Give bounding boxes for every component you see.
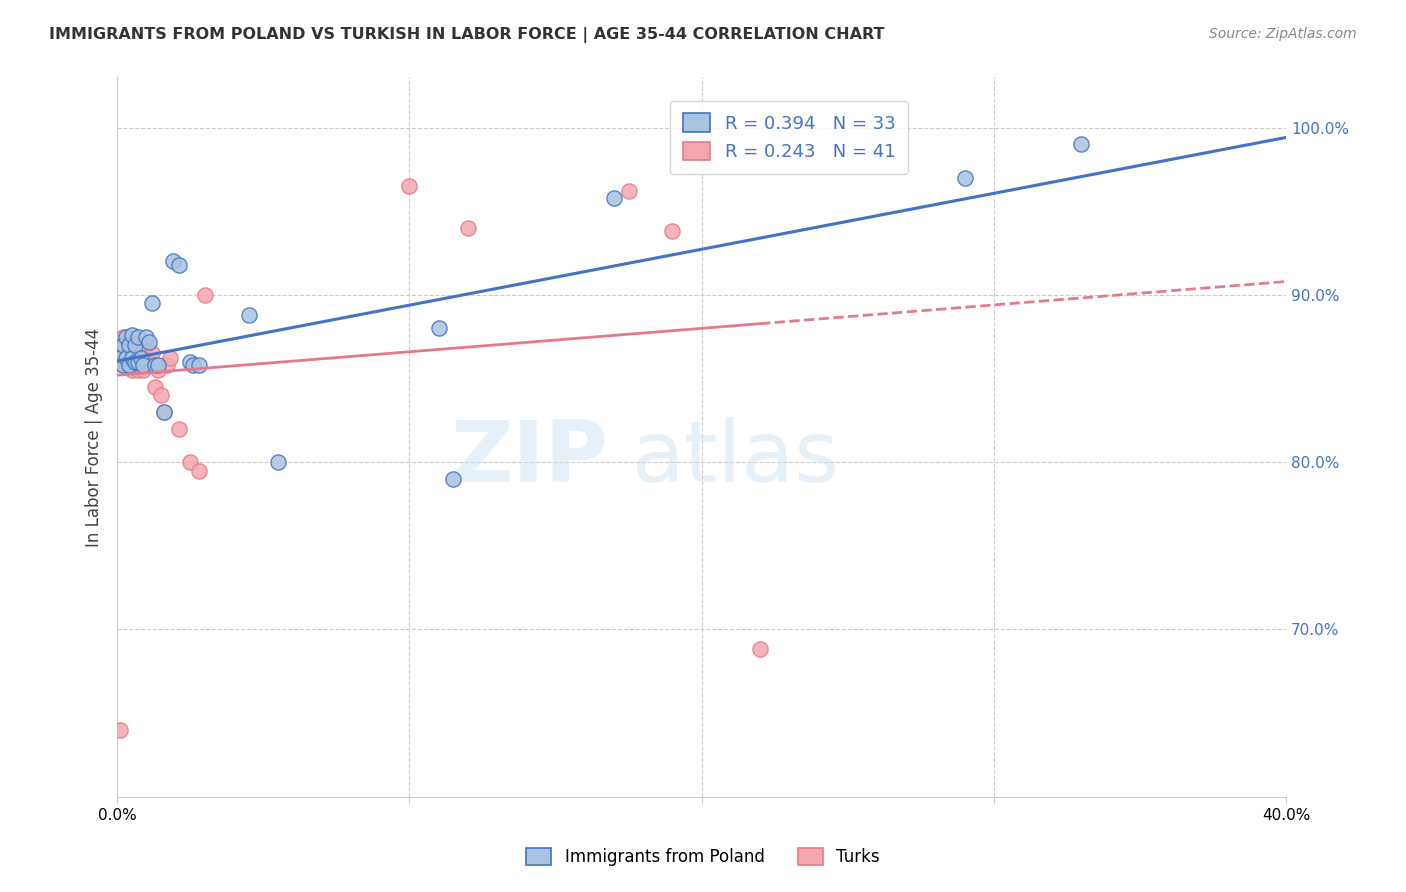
Point — [121, 328, 143, 343]
Point — [121, 338, 143, 352]
Point — [661, 224, 683, 238]
Point — [124, 338, 146, 352]
Text: Source: ZipAtlas.com: Source: ZipAtlas.com — [1209, 27, 1357, 41]
Point — [953, 170, 976, 185]
Point — [143, 380, 166, 394]
Point — [124, 346, 146, 360]
Point — [124, 355, 146, 369]
Point — [167, 258, 190, 272]
Legend: R = 0.394   N = 33, R = 0.243   N = 41: R = 0.394 N = 33, R = 0.243 N = 41 — [671, 101, 908, 174]
Point — [153, 405, 176, 419]
Point — [121, 351, 143, 366]
Point — [118, 346, 141, 360]
Point — [603, 191, 626, 205]
Text: atlas: atlas — [631, 417, 839, 500]
Point — [617, 184, 640, 198]
Point — [129, 358, 152, 372]
Point — [398, 179, 420, 194]
Point — [108, 723, 131, 737]
Point — [115, 351, 138, 366]
Point — [179, 355, 201, 369]
Point — [112, 329, 135, 343]
Point — [138, 358, 160, 372]
Point — [749, 642, 772, 657]
Point — [146, 358, 169, 372]
Point — [132, 358, 155, 372]
Point — [150, 388, 173, 402]
Point — [162, 254, 184, 268]
Legend: Immigrants from Poland, Turks: Immigrants from Poland, Turks — [517, 840, 889, 875]
Point — [1070, 137, 1092, 152]
Point — [153, 405, 176, 419]
Point — [179, 455, 201, 469]
Point — [115, 338, 138, 352]
Point — [121, 351, 143, 366]
Point — [127, 355, 149, 369]
Point — [118, 358, 141, 372]
Point — [132, 351, 155, 366]
Point — [135, 329, 157, 343]
Point — [108, 351, 131, 366]
Point — [156, 358, 179, 372]
Point — [121, 363, 143, 377]
Point — [159, 351, 181, 366]
Text: IMMIGRANTS FROM POLAND VS TURKISH IN LABOR FORCE | AGE 35-44 CORRELATION CHART: IMMIGRANTS FROM POLAND VS TURKISH IN LAB… — [49, 27, 884, 43]
Point — [118, 355, 141, 369]
Point — [146, 363, 169, 377]
Point — [127, 363, 149, 377]
Point — [457, 221, 479, 235]
Point — [141, 346, 163, 360]
Text: ZIP: ZIP — [450, 417, 607, 500]
Point — [138, 334, 160, 349]
Point — [441, 472, 464, 486]
Point — [115, 329, 138, 343]
Point — [115, 358, 138, 372]
Point — [129, 351, 152, 366]
Point — [135, 338, 157, 352]
Y-axis label: In Labor Force | Age 35-44: In Labor Force | Age 35-44 — [86, 327, 103, 547]
Point — [129, 346, 152, 360]
Point — [167, 422, 190, 436]
Point — [188, 358, 211, 372]
Point — [124, 358, 146, 372]
Point — [135, 355, 157, 369]
Point — [127, 338, 149, 352]
Point — [238, 308, 260, 322]
Point — [181, 358, 204, 372]
Point — [194, 288, 217, 302]
Point — [267, 455, 290, 469]
Point — [112, 338, 135, 352]
Point — [112, 358, 135, 372]
Point — [118, 338, 141, 352]
Point — [127, 329, 149, 343]
Point — [108, 351, 131, 366]
Point — [188, 463, 211, 477]
Point — [427, 321, 450, 335]
Point — [115, 351, 138, 366]
Point — [132, 363, 155, 377]
Point — [143, 358, 166, 372]
Point — [141, 296, 163, 310]
Point — [141, 358, 163, 372]
Point — [112, 358, 135, 372]
Point — [127, 355, 149, 369]
